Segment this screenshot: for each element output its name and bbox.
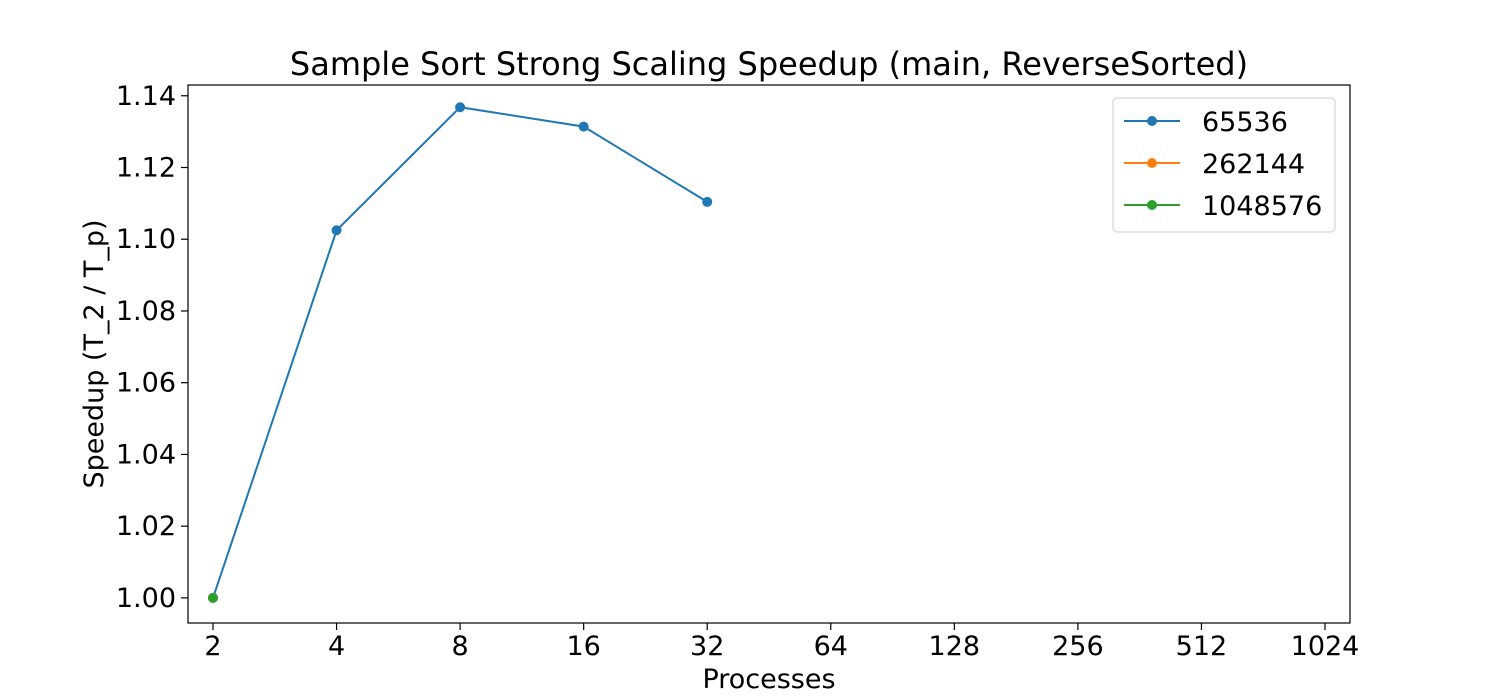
data-point	[208, 592, 218, 603]
x-axis: 2 4 8 16 32 64 128 256 512 1024	[204, 623, 1359, 662]
legend-marker	[1147, 158, 1157, 168]
y-axis: 1.00 1.02 1.04 1.06 1.08 1.10 1.12 1.14	[116, 81, 188, 614]
x-tick-label: 32	[690, 631, 724, 662]
x-tick-label: 128	[929, 631, 981, 662]
legend-label: 1048576	[1202, 191, 1322, 222]
x-tick-label: 256	[1052, 631, 1104, 662]
x-tick-label: 512	[1176, 631, 1228, 662]
y-tick-label: 1.00	[116, 583, 176, 614]
x-tick-label: 4	[328, 631, 345, 662]
y-tick-label: 1.12	[116, 152, 176, 183]
legend-box	[1112, 97, 1336, 233]
series-layer	[208, 102, 713, 603]
data-point	[455, 102, 466, 113]
x-axis-label: Processes	[702, 664, 835, 695]
y-tick-label: 1.06	[116, 368, 176, 399]
legend-label: 65536	[1202, 107, 1288, 138]
chart-title: Sample Sort Strong Scaling Speedup (main…	[290, 45, 1248, 83]
y-tick-label: 1.10	[116, 224, 176, 255]
x-tick-label: 64	[814, 631, 848, 662]
y-axis-label: Speedup (T_2 / T_p)	[79, 219, 110, 488]
y-tick-label: 1.14	[116, 81, 176, 112]
y-tick-label: 1.04	[116, 439, 176, 470]
data-point	[578, 121, 589, 132]
x-tick-label: 1024	[1291, 631, 1360, 662]
x-tick-label: 16	[566, 631, 600, 662]
x-tick-label: 2	[204, 631, 221, 662]
data-point	[331, 225, 342, 236]
legend: 65536 262144 1048576	[1112, 97, 1336, 233]
y-tick-label: 1.02	[116, 511, 176, 542]
series-1048576	[208, 592, 218, 603]
data-point	[702, 196, 713, 207]
y-tick-label: 1.08	[116, 296, 176, 327]
x-tick-label: 8	[452, 631, 469, 662]
legend-marker	[1147, 200, 1157, 210]
legend-marker	[1147, 116, 1157, 126]
legend-label: 262144	[1202, 149, 1305, 180]
